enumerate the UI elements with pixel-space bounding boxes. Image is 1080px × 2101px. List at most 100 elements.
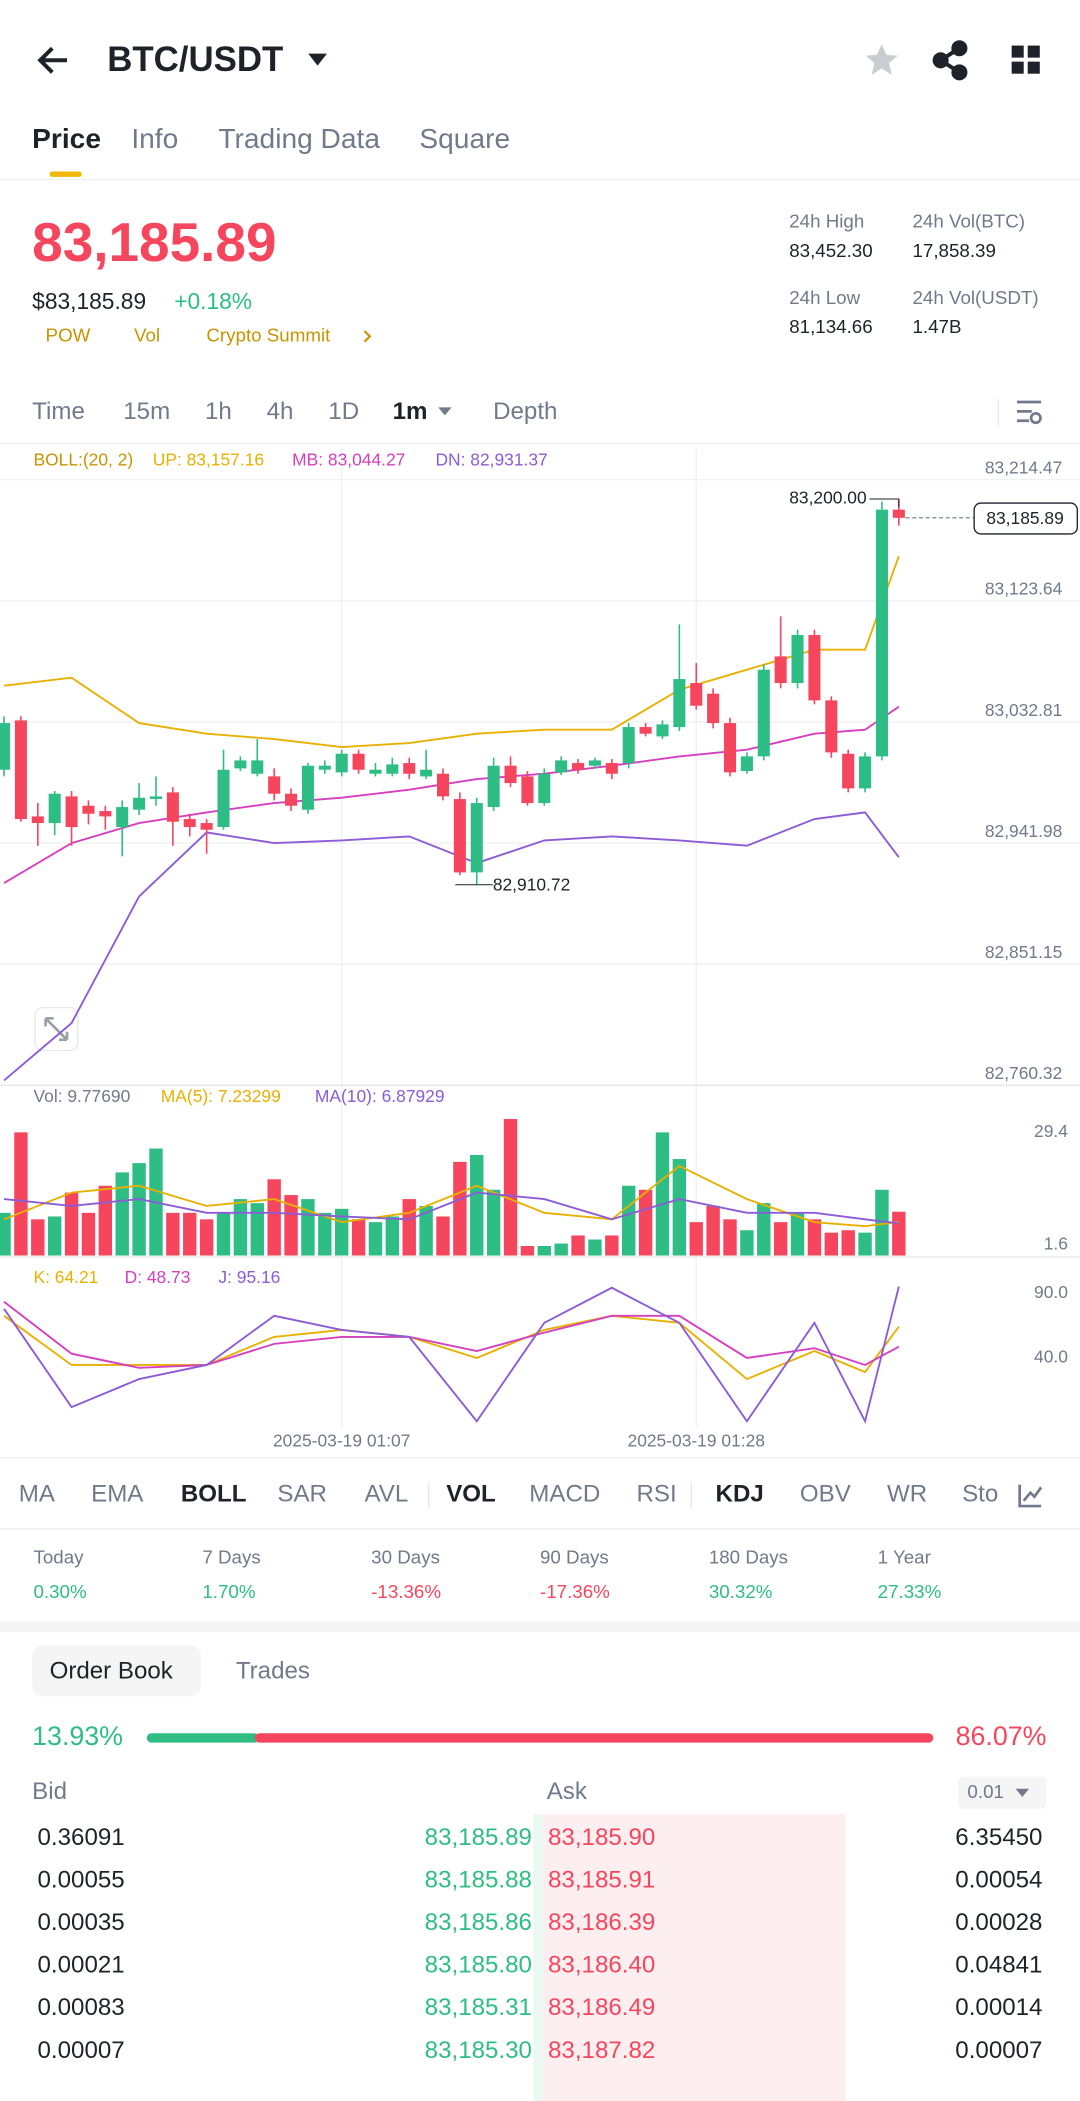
ask-depth — [542, 1814, 846, 2101]
volume-bar — [605, 1235, 619, 1256]
volume-bar — [436, 1216, 450, 1256]
volume-bar — [64, 1192, 79, 1256]
volume-bar — [14, 1132, 28, 1256]
candle-body — [251, 760, 264, 774]
timeframe[interactable]: 15m — [123, 398, 170, 425]
y-tick-label: 40.0 — [1034, 1347, 1068, 1367]
bid-price: 83,185.86 — [425, 1909, 532, 1936]
timeframe[interactable]: 1D — [328, 398, 359, 425]
legend-entry: D: 48.73 — [125, 1267, 191, 1287]
y-tick-label: 83,032.81 — [985, 700, 1062, 720]
tab[interactable]: Info — [131, 123, 178, 154]
timeframe-caret — [438, 407, 452, 416]
volume-bar — [419, 1205, 433, 1256]
orderbook-tab[interactable]: Trades — [236, 1658, 310, 1685]
tab[interactable]: Price — [32, 123, 101, 154]
indicator-tab[interactable]: VOL — [446, 1481, 496, 1508]
volume-bar — [166, 1212, 180, 1256]
kdj-line — [3, 1314, 900, 1381]
candle-body — [200, 823, 213, 830]
step-select[interactable] — [958, 1776, 1047, 1809]
candle-body — [14, 720, 27, 820]
low-label: 82,910.72 — [493, 875, 570, 895]
chart-icon[interactable] — [1018, 1484, 1043, 1508]
indicator-tab[interactable]: KDJ — [716, 1481, 764, 1508]
kdj-line — [3, 1286, 900, 1424]
last-price-box — [973, 502, 1078, 535]
timeframe[interactable]: Time — [32, 398, 85, 425]
tab[interactable]: Trading Data — [218, 123, 380, 154]
timeframe[interactable]: 1m — [393, 398, 428, 425]
perf-label: 90 Days — [540, 1546, 609, 1567]
indicator-tab[interactable]: BOLL — [181, 1481, 247, 1508]
tab[interactable]: Square — [419, 123, 510, 154]
perf-value: 1.70% — [202, 1581, 255, 1602]
last-price: 83,185.89 — [32, 211, 276, 273]
volume-bar — [284, 1195, 298, 1256]
volume-bar — [672, 1159, 687, 1256]
legend-entry: K: 64.21 — [34, 1267, 99, 1287]
timeframe[interactable]: Depth — [493, 398, 557, 425]
volume-bar — [706, 1205, 720, 1256]
share-button[interactable] — [932, 40, 968, 81]
candle-body — [149, 796, 163, 800]
indicator-tab[interactable]: Sto — [962, 1481, 998, 1508]
indicator-tab[interactable]: MA — [19, 1481, 56, 1508]
indicator-tab[interactable]: WR — [887, 1481, 927, 1508]
step-value[interactable]: 0.01 — [967, 1781, 1004, 1802]
legend-entry: UP: 83,157.16 — [153, 450, 264, 470]
bid-price: 83,185.30 — [425, 2037, 532, 2064]
pair-title[interactable]: BTC/USDT — [107, 40, 283, 79]
candle-body — [420, 769, 433, 777]
timeframe[interactable]: 4h — [267, 398, 294, 425]
tag[interactable]: Vol — [134, 324, 160, 345]
indicator-tab[interactable]: SAR — [277, 1481, 327, 1508]
favorite-button[interactable] — [865, 44, 898, 76]
orderbook-tab[interactable]: Order Book — [50, 1658, 174, 1685]
volume-bar — [301, 1199, 315, 1256]
candle-body — [504, 765, 517, 784]
volume-bar — [807, 1219, 822, 1256]
candle-body — [588, 760, 601, 766]
ask-qty: 0.00028 — [955, 1909, 1042, 1936]
volume-bar — [773, 1222, 788, 1256]
indicator-tab[interactable]: OBV — [800, 1481, 851, 1508]
boll-line — [3, 811, 900, 1082]
settings-icon[interactable] — [1017, 400, 1042, 425]
stat-label: 24h Low — [789, 287, 860, 308]
candle-body — [639, 727, 652, 734]
perf-value: 30.32% — [709, 1581, 773, 1602]
timeframe[interactable]: 1h — [205, 398, 232, 425]
indicator-tab[interactable]: EMA — [91, 1481, 144, 1508]
indicator-tab[interactable]: MACD — [529, 1481, 600, 1508]
back-button[interactable] — [37, 46, 68, 74]
bid-qty: 0.36091 — [38, 1824, 125, 1851]
candle-body — [436, 773, 450, 797]
candle-body — [82, 805, 95, 814]
y-tick-label: 1.6 — [1044, 1233, 1068, 1253]
indicator-tab[interactable]: AVL — [364, 1481, 408, 1508]
candle-body — [723, 723, 737, 773]
candle-body — [268, 776, 281, 794]
bid-qty: 0.00021 — [38, 1952, 125, 1979]
perf-value: 0.30% — [34, 1581, 87, 1602]
bid-qty: 0.00007 — [38, 2037, 125, 2064]
price-change: +0.18% — [174, 288, 252, 314]
high-label: 83,200.00 — [789, 488, 866, 508]
y-tick-label: 83,214.47 — [985, 458, 1062, 478]
volume-bar — [81, 1212, 96, 1256]
y-tick-label: 82,851.15 — [985, 942, 1062, 962]
volume-bar — [537, 1246, 551, 1256]
candle-body — [892, 509, 905, 518]
tag[interactable]: Crypto Summit — [206, 324, 331, 345]
indicator-tab[interactable]: RSI — [636, 1481, 676, 1508]
tag-chevron — [363, 330, 372, 343]
ask-price: 83,186.39 — [548, 1909, 655, 1936]
tag[interactable]: POW — [46, 324, 91, 345]
volume-ma-line — [3, 1164, 899, 1228]
layout-button[interactable] — [1011, 45, 1040, 74]
pair-dropdown[interactable] — [308, 53, 327, 66]
ask-qty: 6.35450 — [955, 1824, 1042, 1851]
volume-bar — [0, 1212, 11, 1256]
candle-body — [183, 819, 196, 828]
